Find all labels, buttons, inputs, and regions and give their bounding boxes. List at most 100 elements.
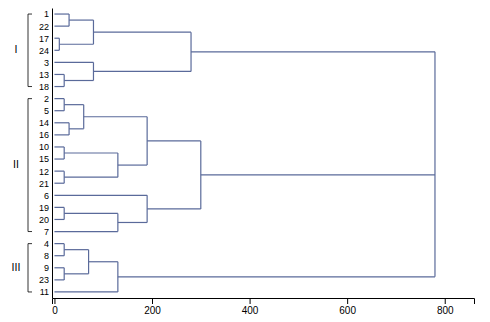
y-tick-label: 14 [39, 118, 49, 128]
x-axis: 0 200 400 600 800 [52, 298, 474, 316]
branch-link [54, 110, 64, 111]
branch-link [64, 177, 118, 178]
cluster-bracket [28, 99, 32, 232]
branch-link [93, 71, 191, 72]
branch-link [54, 38, 59, 39]
branch-link [54, 122, 69, 123]
x-tick-mark [347, 298, 348, 304]
branch-link [54, 146, 64, 147]
y-tick: 12 [39, 167, 52, 177]
y-tick-label: 20 [39, 215, 49, 225]
y-tick: 17 [39, 34, 52, 44]
branch-link [54, 158, 64, 159]
x-tick: 0 [52, 298, 58, 316]
y-tick-label: 5 [44, 106, 49, 116]
cluster-label: I [15, 44, 18, 55]
y-tick: 2 [44, 94, 52, 104]
branch-link [118, 276, 435, 277]
branch-link [54, 207, 64, 208]
merge-link [434, 52, 435, 277]
y-tick-label: 10 [39, 142, 49, 152]
y-tick: 9 [44, 263, 52, 273]
x-tick-label: 0 [52, 305, 58, 316]
branch-link [54, 183, 64, 184]
y-tick: 8 [44, 251, 52, 261]
cluster-bracket [28, 14, 32, 87]
y-tick: 15 [39, 154, 52, 164]
branch-link [64, 213, 118, 214]
branch-link [54, 26, 69, 27]
branch-link [54, 231, 117, 232]
y-tick: 19 [39, 203, 52, 213]
branch-link [54, 50, 59, 51]
y-tick-label: 9 [44, 263, 49, 273]
x-tick-label: 600 [339, 305, 356, 316]
branch-link [64, 152, 118, 153]
y-tick: 23 [39, 275, 52, 285]
y-tick-label: 15 [39, 154, 49, 164]
branch-link [54, 291, 117, 292]
y-tick: 1 [44, 9, 52, 19]
x-tick: 200 [144, 298, 161, 316]
y-tick: 11 [40, 287, 52, 297]
cluster-bracket [28, 244, 32, 292]
y-axis: 1 22 17 24 3 13 18 2 5 14 16 10 15 12 21 6 19 20 7 4 8 9 23 11 [39, 9, 53, 299]
branch-link [147, 208, 201, 209]
x-tick: 600 [339, 298, 356, 316]
branch-link [54, 267, 64, 268]
branch-link [54, 195, 147, 196]
y-tick: 5 [44, 106, 52, 116]
branch-link [118, 222, 147, 223]
branch-link [54, 243, 64, 244]
branch-link [93, 32, 191, 33]
cluster-label: III [12, 262, 21, 273]
y-tick-label: 11 [40, 287, 49, 297]
cluster-label: II [13, 159, 19, 170]
branch-link [64, 104, 84, 105]
branch-link [54, 279, 64, 280]
branch-link [191, 51, 435, 52]
y-tick-label: 8 [44, 251, 49, 261]
y-tick: 14 [39, 118, 52, 128]
branch-link [54, 171, 64, 172]
branch-link [54, 74, 64, 75]
branch-link [54, 62, 93, 63]
dendrogram [54, 14, 435, 292]
y-tick-label: 7 [44, 227, 49, 237]
y-tick: 18 [39, 82, 52, 92]
branch-link [54, 13, 69, 14]
y-tick-label: 3 [44, 58, 49, 68]
x-tick-label: 200 [144, 305, 161, 316]
y-tick-label: 19 [39, 203, 49, 213]
y-tick: 3 [44, 58, 52, 68]
y-tick-label: 4 [44, 239, 49, 249]
branch-link [69, 19, 93, 20]
chart: 0 200 400 600 800 1 22 17 24 3 13 18 2 5 14 16 10 15 12 21 6… [0, 0, 490, 322]
x-axis-line [53, 299, 475, 305]
branch-link [64, 249, 88, 250]
y-tick: 10 [39, 142, 52, 152]
y-tick: 21 [39, 179, 52, 189]
y-tick: 22 [39, 22, 52, 32]
branch-link [54, 98, 64, 99]
y-tick: 6 [44, 191, 52, 201]
y-tick: 24 [39, 46, 52, 56]
y-tick: 13 [39, 70, 52, 80]
y-tick-label: 17 [39, 34, 49, 44]
y-tick: 20 [39, 215, 52, 225]
y-tick-label: 13 [39, 70, 49, 80]
y-tick-label: 2 [44, 94, 49, 104]
y-tick: 7 [44, 227, 52, 237]
x-tick: 800 [437, 298, 454, 316]
y-tick-label: 21 [39, 179, 49, 189]
branch-link [64, 273, 88, 274]
branch-link [54, 86, 64, 87]
y-axis-line [52, 9, 53, 299]
branch-link [201, 174, 435, 175]
y-tick-label: 18 [39, 82, 49, 92]
y-tick-label: 22 [39, 22, 49, 32]
y-tick: 4 [44, 239, 52, 249]
branch-link [54, 134, 69, 135]
y-tick-label: 16 [39, 130, 49, 140]
x-tick: 400 [242, 298, 259, 316]
